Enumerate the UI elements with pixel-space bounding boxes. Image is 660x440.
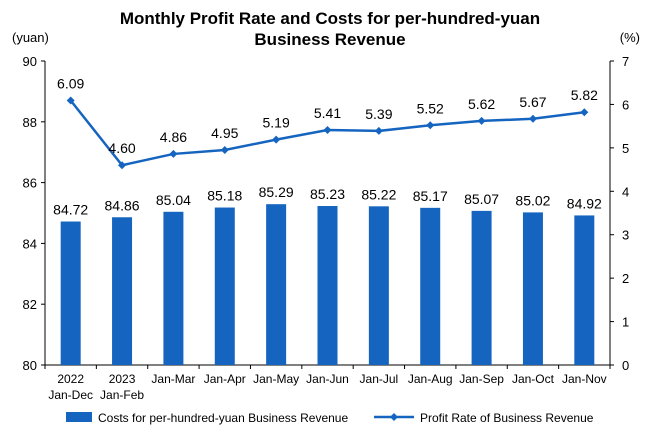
category-label: 2022 [57, 372, 84, 386]
line-point [374, 126, 383, 135]
line-point [66, 96, 75, 105]
bar [214, 207, 235, 365]
category-label: Jan-Nov [562, 372, 607, 386]
category-label: Jan-Apr [204, 372, 246, 386]
right-tick-label: 1 [622, 315, 629, 330]
line-value-label: 4.95 [211, 125, 238, 141]
category-label: 2023 [109, 372, 136, 386]
line-point [220, 146, 229, 155]
legend-line-marker [390, 413, 398, 421]
line-value-label: 5.62 [468, 96, 495, 112]
bar-value-label: 85.29 [259, 184, 294, 200]
left-tick-label: 88 [23, 115, 37, 130]
line-point [169, 149, 178, 158]
bar-value-label: 85.17 [413, 188, 448, 204]
bar [163, 211, 184, 365]
line-point [426, 121, 435, 130]
right-axis-unit: (%) [620, 30, 640, 45]
plot-area: 80 82 84 86 88 90 0 1 2 3 4 5 6 7 2022 Jan-Dec 2023 Jan-F… [23, 54, 630, 402]
bar [112, 217, 133, 365]
right-tick-label: 4 [622, 184, 629, 199]
bar-value-label: 84.86 [105, 197, 140, 213]
category-label: Jan-Dec [48, 388, 93, 402]
left-axis-unit: (yuan) [12, 30, 49, 45]
right-tick-label: 3 [622, 228, 629, 243]
right-tick-label: 0 [622, 358, 629, 373]
legend-bar-swatch [66, 412, 92, 422]
bar [420, 207, 441, 365]
line-point [118, 161, 127, 170]
category-label: Jan-May [253, 372, 299, 386]
line-value-label: 4.60 [108, 140, 135, 156]
line-value-label: 4.86 [160, 129, 187, 145]
left-tick-label: 84 [23, 236, 37, 251]
category-label: Jan-Jul [360, 372, 399, 386]
bar [60, 221, 81, 365]
line-value-label: 5.67 [519, 94, 546, 110]
right-tick-label: 2 [622, 271, 629, 286]
bar-value-label: 85.02 [515, 192, 550, 208]
category-label: Jan-Sep [459, 372, 504, 386]
bar-value-label: 84.92 [567, 195, 602, 211]
line-value-label: 5.41 [314, 105, 341, 121]
bar-value-label: 85.04 [156, 192, 191, 208]
line-point [528, 114, 537, 123]
legend: Costs for per-hundred-yuan Business Reve… [66, 411, 594, 425]
bar-value-label: 85.22 [361, 186, 396, 202]
chart-title-line1: Monthly Profit Rate and Costs for per-hu… [120, 9, 540, 28]
category-label: Jan-Oct [512, 372, 555, 386]
line-value-label: 5.19 [263, 115, 290, 131]
category-label: Jan-Feb [100, 388, 144, 402]
bar-value-label: 85.07 [464, 191, 499, 207]
left-tick-label: 86 [23, 176, 37, 191]
left-tick-label: 82 [23, 297, 37, 312]
line-value-label: 5.52 [417, 100, 444, 116]
category-label: Jan-Aug [408, 372, 453, 386]
category-label: Jan-Jun [306, 372, 349, 386]
bar [266, 204, 287, 365]
bar-value-label: 85.23 [310, 186, 345, 202]
bar [471, 210, 492, 365]
left-tick-label: 90 [23, 54, 37, 69]
bar [317, 206, 338, 365]
legend-bar-label: Costs for per-hundred-yuan Business Reve… [98, 411, 348, 425]
category-label: Jan-Mar [151, 372, 195, 386]
line-point [272, 135, 281, 144]
legend-line-label: Profit Rate of Business Revenue [420, 411, 594, 425]
right-tick-label: 5 [622, 141, 629, 156]
line-point [477, 116, 486, 125]
line-value-label: 5.39 [365, 106, 392, 122]
bar-value-label: 85.18 [207, 188, 242, 204]
bar-value-label: 84.72 [53, 202, 88, 218]
line-point [323, 126, 332, 135]
bar [522, 212, 543, 365]
line-value-label: 5.82 [571, 87, 598, 103]
line-point [580, 108, 589, 117]
bar [574, 215, 595, 365]
right-tick-label: 6 [622, 97, 629, 112]
left-tick-label: 80 [23, 358, 37, 373]
bar [368, 206, 389, 365]
chart-title-line2: Business Revenue [254, 30, 405, 49]
line-value-label: 6.09 [57, 76, 84, 92]
right-tick-label: 7 [622, 54, 629, 69]
